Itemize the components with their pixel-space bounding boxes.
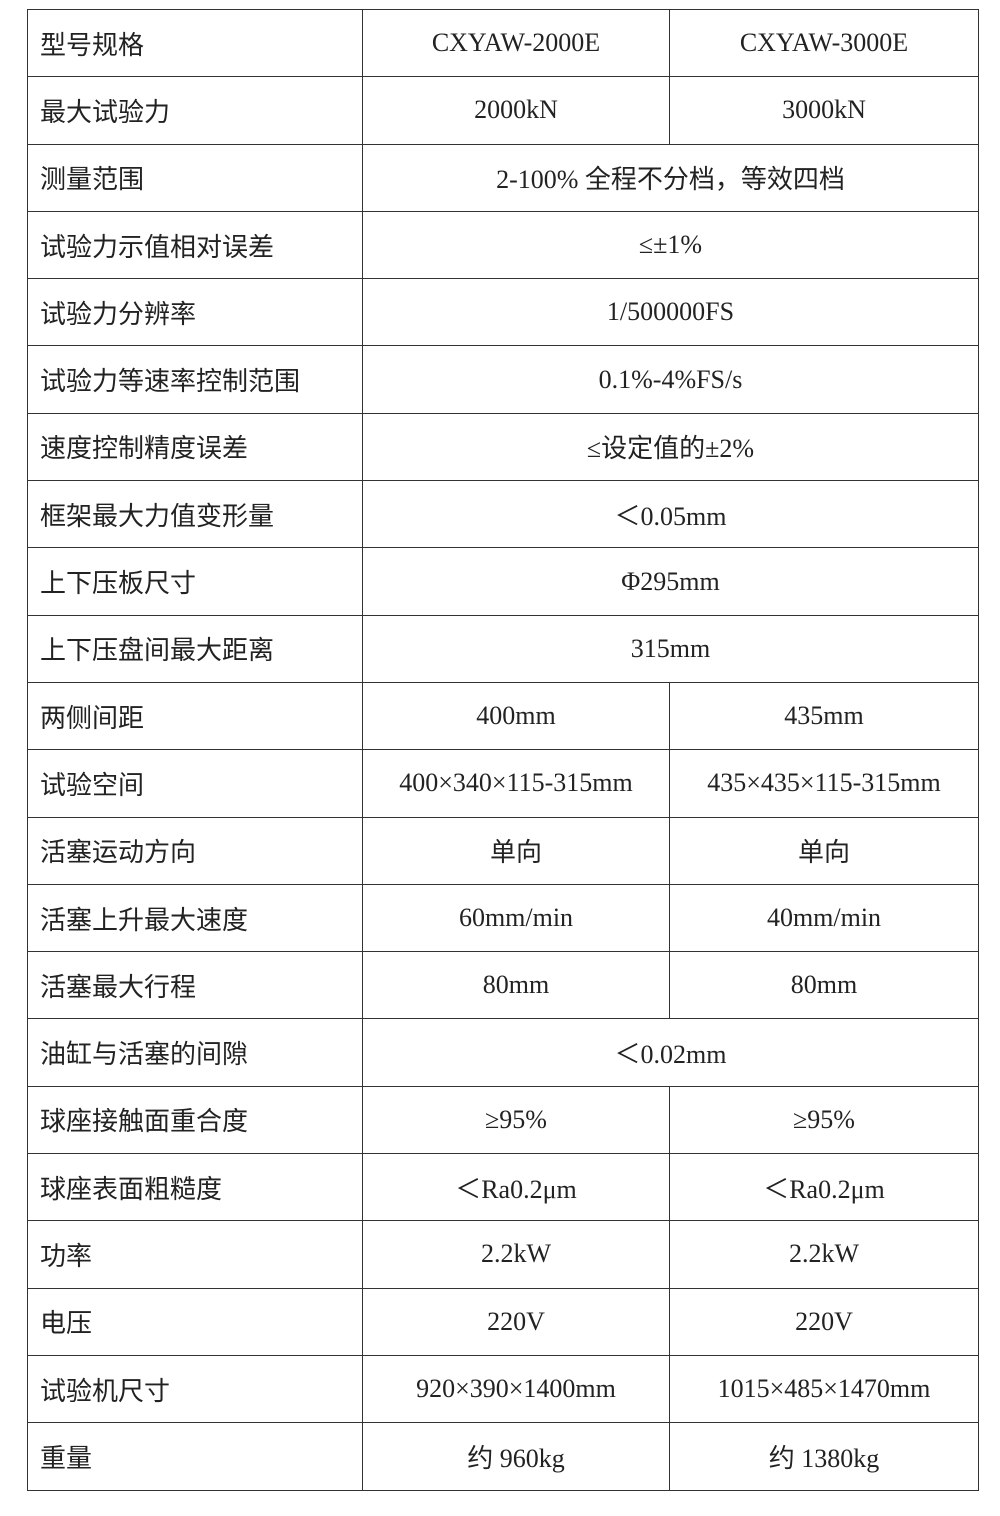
spec-table: 型号规格 CXYAW-2000E CXYAW-3000E 最大试验力 2000kN 300…	[27, 8, 979, 1491]
spec-label: 活塞最大行程	[27, 951, 363, 1020]
spec-value-2000e: 2.2kW	[362, 1220, 670, 1289]
spec-value-2000e: 400mm	[362, 681, 670, 751]
spec-value-3000e: ≥95%	[669, 1085, 979, 1155]
spec-value-shared: ＜0.05mm	[362, 480, 979, 549]
spec-label: 试验空间	[27, 749, 363, 818]
spec-label: 电压	[27, 1287, 363, 1356]
header-row: 型号规格 CXYAW-2000E CXYAW-3000E	[27, 8, 979, 78]
table-row: 电压 220V 220V	[27, 1287, 979, 1356]
spec-value-2000e: ＜Ra0.2μm	[362, 1153, 670, 1222]
table-row: 两侧间距 400mm 435mm	[27, 681, 979, 751]
spec-value-3000e: 435mm	[669, 681, 979, 751]
spec-value-2000e: 单向	[362, 816, 670, 885]
spec-value-3000e: 2.2kW	[669, 1220, 979, 1289]
spec-value-2000e: ≥95%	[362, 1085, 670, 1155]
spec-value-shared: Φ295mm	[362, 547, 979, 616]
spec-value-3000e: 220V	[669, 1287, 979, 1356]
table-row: 试验力分辨率 1/500000FS	[27, 278, 979, 347]
spec-table-body: 型号规格 CXYAW-2000E CXYAW-3000E 最大试验力 2000kN 300…	[27, 8, 979, 1491]
spec-label: 试验机尺寸	[27, 1354, 363, 1424]
table-row: 试验机尺寸 920×390×1400mm 1015×485×1470mm	[27, 1354, 979, 1424]
spec-value-2000e: CXYAW-2000E	[362, 8, 670, 78]
table-row: 上下压板尺寸 Φ295mm	[27, 547, 979, 616]
spec-value-2000e: 80mm	[362, 951, 670, 1020]
spec-label: 活塞运动方向	[27, 816, 363, 885]
table-row: 球座接触面重合度 ≥95% ≥95%	[27, 1085, 979, 1155]
table-row: 活塞运动方向 单向 单向	[27, 816, 979, 885]
table-row: 功率 2.2kW 2.2kW	[27, 1220, 979, 1289]
spec-value-3000e: CXYAW-3000E	[669, 8, 979, 78]
spec-value-2000e: 400×340×115-315mm	[362, 749, 670, 818]
spec-value-3000e: 40mm/min	[669, 883, 979, 953]
spec-label: 试验力等速率控制范围	[27, 345, 363, 414]
spec-value-shared: 315mm	[362, 614, 979, 683]
spec-value-shared: ≤±1%	[362, 210, 979, 280]
spec-value-2000e: 60mm/min	[362, 883, 670, 953]
spec-value-3000e: 435×435×115-315mm	[669, 749, 979, 818]
table-row: 油缸与活塞的间隙 ＜0.02mm	[27, 1018, 979, 1087]
spec-value-3000e: 单向	[669, 816, 979, 885]
spec-label: 最大试验力	[27, 76, 363, 145]
spec-label: 油缸与活塞的间隙	[27, 1018, 363, 1087]
spec-label: 上下压板尺寸	[27, 547, 363, 616]
table-row: 框架最大力值变形量 ＜0.05mm	[27, 480, 979, 549]
spec-value-shared: 0.1%-4%FS/s	[362, 345, 979, 414]
spec-label: 测量范围	[27, 143, 363, 212]
table-row: 试验力示值相对误差 ≤±1%	[27, 210, 979, 280]
spec-label: 两侧间距	[27, 681, 363, 751]
table-row: 活塞上升最大速度 60mm/min 40mm/min	[27, 883, 979, 953]
spec-value-shared: 1/500000FS	[362, 278, 979, 347]
spec-value-3000e: 3000kN	[669, 76, 979, 145]
table-row: 测量范围 2-100% 全程不分档，等效四档	[27, 143, 979, 212]
spec-value-2000e: 220V	[362, 1287, 670, 1356]
spec-label: 框架最大力值变形量	[27, 480, 363, 549]
table-row: 球座表面粗糙度 ＜Ra0.2μm ＜Ra0.2μm	[27, 1153, 979, 1222]
table-row: 重量约 960kg 约 1380kg	[27, 1422, 979, 1491]
spec-value-3000e: 1015×485×1470mm	[669, 1354, 979, 1424]
spec-label: 活塞上升最大速度	[27, 883, 363, 953]
table-row: 活塞最大行程 80mm 80mm	[27, 951, 979, 1020]
spec-value-2000e: 920×390×1400mm	[362, 1354, 670, 1424]
spec-value-2000e: 约 960kg	[362, 1422, 670, 1491]
spec-label: 球座表面粗糙度	[27, 1153, 363, 1222]
spec-value-2000e: 2000kN	[362, 76, 670, 145]
spec-label: 球座接触面重合度	[27, 1085, 363, 1155]
spec-label: 试验力分辨率	[27, 278, 363, 347]
spec-label: 型号规格	[27, 8, 363, 78]
spec-value-3000e: 约 1380kg	[669, 1422, 979, 1491]
table-row: 最大试验力 2000kN 3000kN	[27, 76, 979, 145]
spec-value-shared: 2-100% 全程不分档，等效四档	[362, 143, 979, 212]
table-row: 速度控制精度误差 ≤设定值的±2%	[27, 412, 979, 482]
spec-label: 重量	[27, 1422, 363, 1491]
spec-label: 上下压盘间最大距离	[27, 614, 363, 683]
table-row: 试验力等速率控制范围 0.1%-4%FS/s	[27, 345, 979, 414]
spec-value-3000e: 80mm	[669, 951, 979, 1020]
spec-value-3000e: ＜Ra0.2μm	[669, 1153, 979, 1222]
table-row: 上下压盘间最大距离 315mm	[27, 614, 979, 683]
spec-label: 试验力示值相对误差	[27, 210, 363, 280]
table-row: 试验空间 400×340×115-315mm 435×435×115-315mm	[27, 749, 979, 818]
spec-value-shared: ≤设定值的±2%	[362, 412, 979, 482]
spec-label: 功率	[27, 1220, 363, 1289]
spec-value-shared: ＜0.02mm	[362, 1018, 979, 1087]
spec-label: 速度控制精度误差	[27, 412, 363, 482]
